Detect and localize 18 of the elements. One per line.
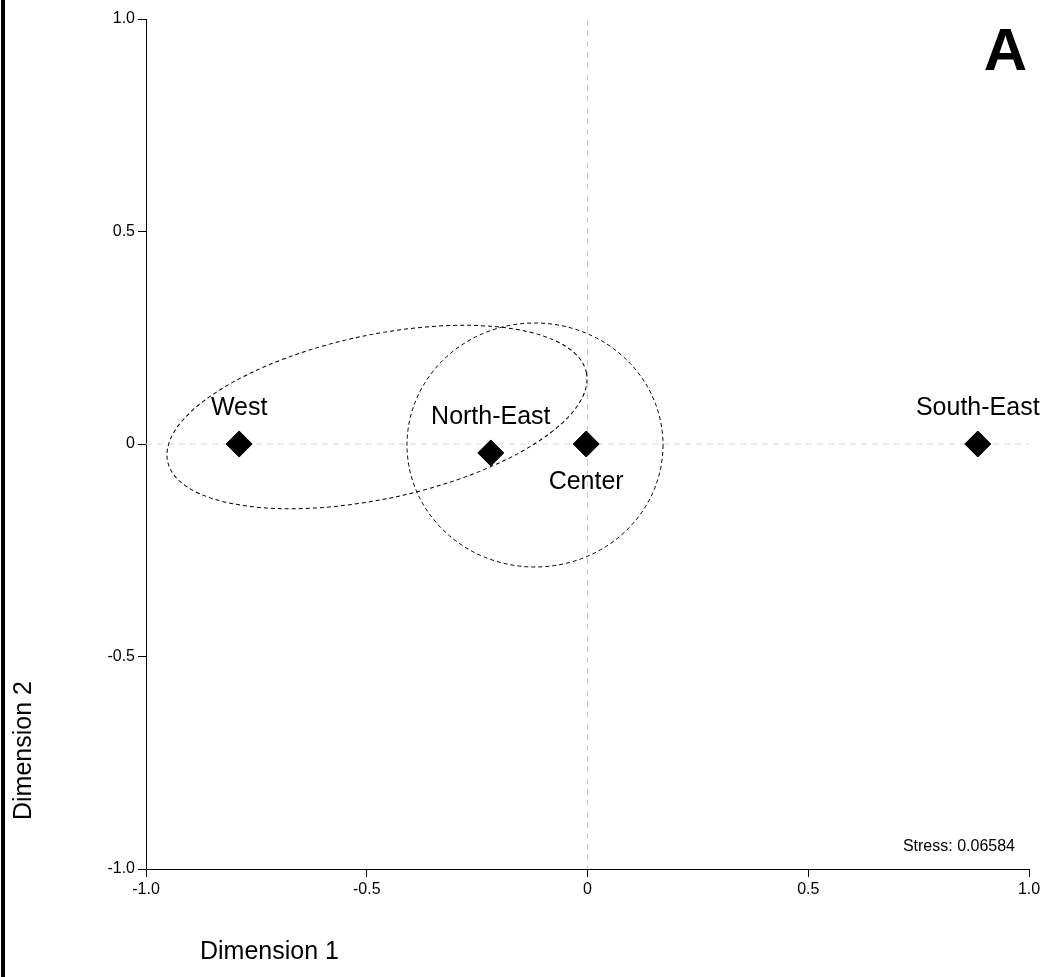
annotation: Center	[548, 465, 624, 494]
chart-title: A	[983, 15, 1027, 83]
x-tick-label: -1.0	[132, 880, 160, 898]
x-tick-label: 1.0	[1017, 880, 1041, 898]
x-axis-title: Dimension 1	[200, 935, 339, 964]
x-tick-label: 0.5	[797, 880, 820, 898]
y-tick-label: 1.0	[112, 9, 136, 27]
y-axis-title: Dimension 2	[7, 681, 36, 820]
annotation: West	[210, 391, 268, 420]
x-tick-label: -0.5	[352, 880, 381, 898]
y-tick-label: 0.5	[112, 221, 136, 239]
annotation: Stress: 0.06584	[902, 837, 1016, 855]
annotation: North-East	[431, 400, 551, 429]
x-tick-label: 0	[583, 880, 593, 898]
y-tick-label: -1.0	[107, 859, 136, 877]
y-tick-label: -0.5	[107, 646, 136, 664]
annotation: South-East	[915, 391, 1040, 420]
y-tick-label: 0	[126, 434, 136, 452]
